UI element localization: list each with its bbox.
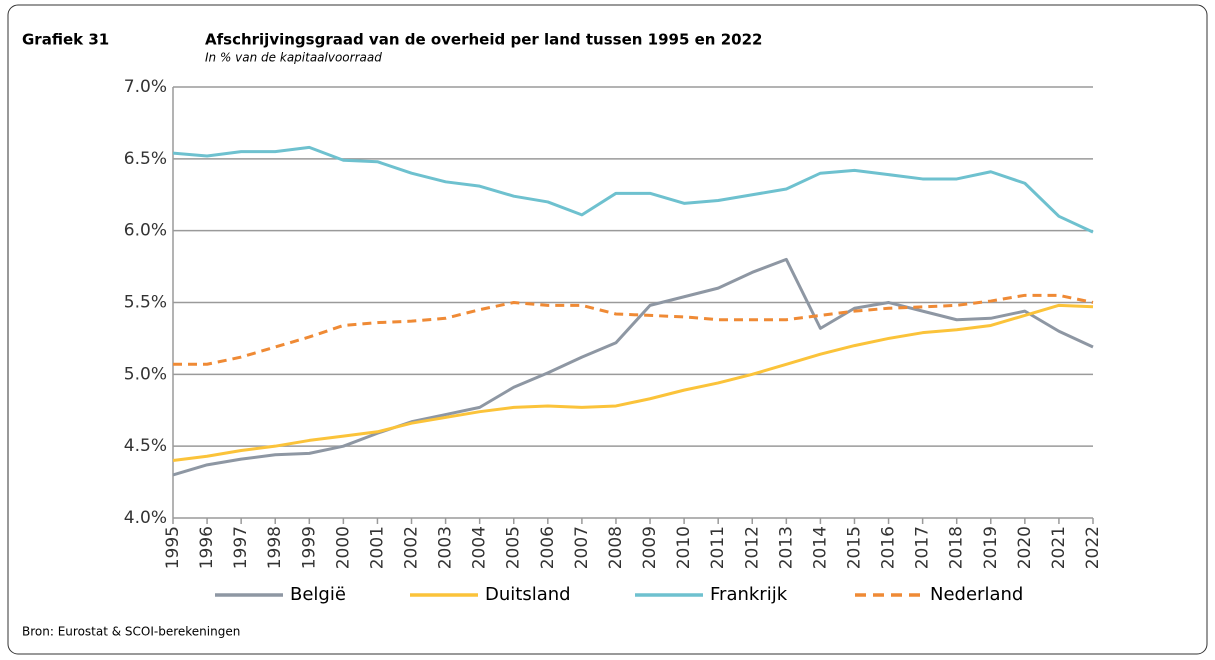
series-line [172, 303, 1094, 463]
x-tick-label: 2005 [504, 526, 524, 569]
x-tick-label: 2019 [981, 526, 1001, 569]
x-tick-label: 2022 [1083, 526, 1103, 569]
x-tick-label: 2006 [538, 526, 558, 569]
y-tick-label: 5.5% [124, 293, 167, 313]
series-line [172, 257, 1094, 477]
x-tick-label: 2013 [776, 526, 796, 569]
y-tick-label: 5.0% [124, 364, 167, 384]
x-tick-label: 2011 [708, 526, 728, 569]
x-tick-label: 2003 [436, 526, 456, 569]
x-tick-label: 1996 [197, 526, 217, 569]
x-tick-label: 2016 [879, 526, 899, 569]
x-tick-label: 2012 [742, 526, 762, 569]
x-tick-label: 2014 [810, 526, 830, 569]
y-tick-label: 6.5% [124, 149, 167, 169]
x-tick-label: 1995 [163, 526, 183, 569]
x-tick-label: 2020 [1015, 526, 1035, 569]
x-tick-label: 2001 [367, 526, 387, 569]
x-tick-label: 2017 [913, 526, 933, 569]
x-tick-label: 2008 [606, 526, 626, 569]
source-note: Bron: Eurostat & SCOI-berekeningen [22, 625, 240, 639]
y-tick-label: 4.0% [124, 508, 167, 528]
chart-subtitle: In % van de kapitaalvoorraad [205, 51, 382, 65]
frame [7, 4, 1208, 655]
series-line [172, 145, 1094, 234]
figure-label: Grafiek 31 [22, 31, 109, 49]
legend-label: Nederland [930, 584, 1023, 605]
x-tick-label: 2007 [572, 526, 592, 569]
legend-label: België [290, 584, 346, 605]
series-line [173, 293, 1094, 366]
chart-title: Afschrijvingsgraad van de overheid per l… [205, 31, 762, 49]
x-tick-label: 2021 [1049, 526, 1069, 569]
x-tick-label: 2000 [333, 526, 353, 569]
legend-label: Frankrijk [710, 584, 788, 605]
x-tick-label: 2009 [640, 526, 660, 569]
x-tick-label: 2004 [470, 526, 490, 569]
y-tick-label: 4.5% [124, 436, 167, 456]
y-tick-label: 6.0% [124, 221, 167, 241]
x-tick-label: 2015 [844, 526, 864, 569]
legend-label: Duitsland [485, 584, 571, 605]
x-tick-label: 2010 [674, 526, 694, 569]
y-tick-label: 7.0% [124, 77, 167, 97]
x-tick-label: 2002 [402, 526, 422, 569]
x-tick-label: 2018 [947, 526, 967, 569]
x-tick-label: 1998 [265, 526, 285, 569]
x-tick-label: 1997 [231, 526, 251, 569]
x-tick-label: 1999 [299, 526, 319, 569]
